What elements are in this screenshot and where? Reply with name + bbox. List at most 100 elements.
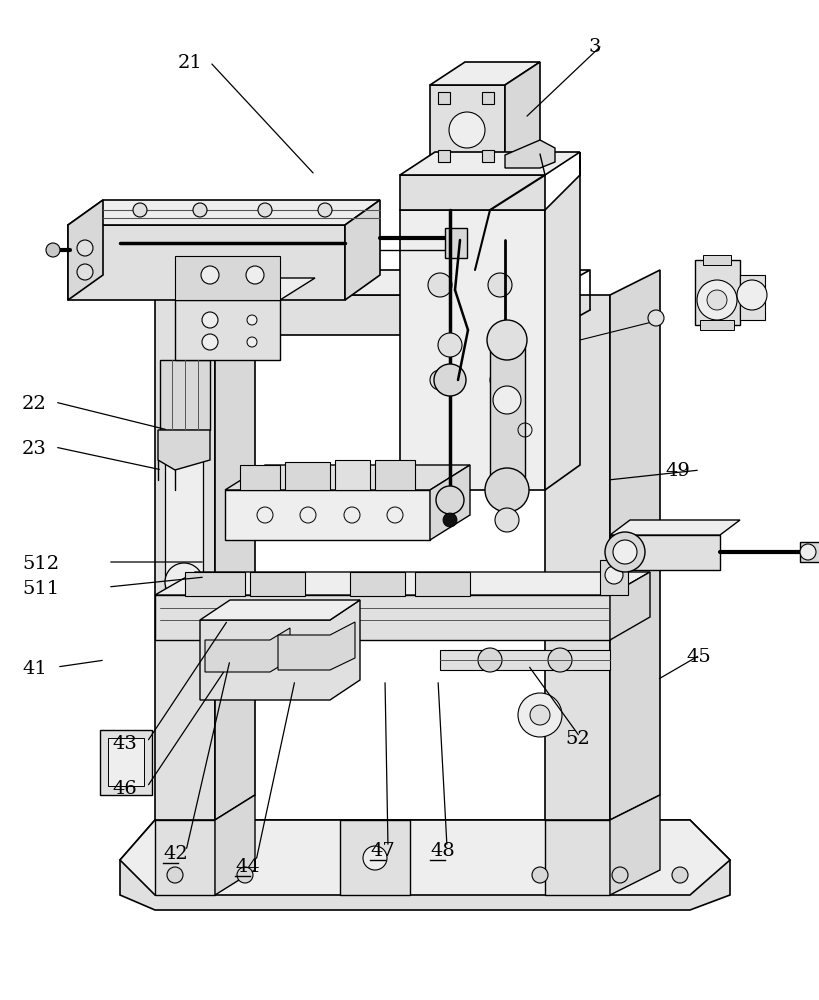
Circle shape <box>165 563 203 601</box>
Circle shape <box>247 337 257 347</box>
Circle shape <box>495 508 519 532</box>
Circle shape <box>258 203 272 217</box>
Circle shape <box>434 364 466 396</box>
Polygon shape <box>215 270 255 820</box>
Circle shape <box>648 310 664 326</box>
Circle shape <box>165 419 203 457</box>
Polygon shape <box>610 795 660 895</box>
Polygon shape <box>68 200 380 225</box>
Polygon shape <box>200 600 360 700</box>
Bar <box>482 150 494 162</box>
Polygon shape <box>120 820 730 910</box>
Bar <box>600 560 628 595</box>
Polygon shape <box>430 465 470 540</box>
Circle shape <box>133 203 147 217</box>
Text: 46: 46 <box>112 780 137 798</box>
Circle shape <box>490 370 510 390</box>
Circle shape <box>167 867 183 883</box>
Polygon shape <box>215 295 545 335</box>
Polygon shape <box>120 820 730 895</box>
Circle shape <box>430 370 450 390</box>
Text: 52: 52 <box>565 730 590 748</box>
Polygon shape <box>175 278 315 300</box>
Polygon shape <box>335 460 370 490</box>
Text: 41: 41 <box>22 660 47 678</box>
Bar <box>438 92 450 104</box>
Polygon shape <box>610 572 650 640</box>
Polygon shape <box>155 572 650 595</box>
Polygon shape <box>200 600 360 620</box>
Circle shape <box>436 486 464 514</box>
Bar <box>482 92 494 104</box>
Circle shape <box>605 566 623 584</box>
Text: 43: 43 <box>112 735 137 753</box>
Circle shape <box>800 544 816 560</box>
Polygon shape <box>610 270 660 820</box>
Circle shape <box>548 648 572 672</box>
Circle shape <box>247 315 257 325</box>
Polygon shape <box>350 572 405 596</box>
Circle shape <box>443 513 457 527</box>
Circle shape <box>201 266 219 284</box>
Polygon shape <box>68 200 103 300</box>
Text: 22: 22 <box>22 395 47 413</box>
Polygon shape <box>278 622 355 670</box>
Polygon shape <box>340 820 410 895</box>
Polygon shape <box>505 140 555 168</box>
Polygon shape <box>545 152 580 490</box>
Circle shape <box>438 333 462 357</box>
Circle shape <box>478 648 502 672</box>
Polygon shape <box>215 795 255 895</box>
Circle shape <box>697 280 737 320</box>
Circle shape <box>518 693 562 737</box>
Polygon shape <box>345 200 380 300</box>
Circle shape <box>237 867 253 883</box>
Polygon shape <box>175 256 280 300</box>
Polygon shape <box>158 430 210 470</box>
Polygon shape <box>68 225 345 300</box>
Circle shape <box>77 240 93 256</box>
Text: 42: 42 <box>163 845 188 863</box>
Polygon shape <box>400 152 580 175</box>
Circle shape <box>493 386 521 414</box>
Text: 512: 512 <box>22 555 59 573</box>
Text: 511: 511 <box>22 580 59 598</box>
Bar <box>800 542 819 562</box>
Text: 45: 45 <box>686 648 711 666</box>
Polygon shape <box>490 340 525 490</box>
Polygon shape <box>155 295 215 820</box>
Circle shape <box>363 846 387 870</box>
Circle shape <box>428 273 452 297</box>
Circle shape <box>487 320 527 360</box>
Circle shape <box>202 312 218 328</box>
Polygon shape <box>545 295 610 820</box>
Polygon shape <box>505 62 540 175</box>
Circle shape <box>488 273 512 297</box>
Circle shape <box>202 334 218 350</box>
Polygon shape <box>225 465 470 490</box>
Circle shape <box>530 705 550 725</box>
Bar <box>165 430 203 590</box>
Polygon shape <box>175 300 280 360</box>
Polygon shape <box>430 85 505 175</box>
Circle shape <box>672 867 688 883</box>
Bar <box>438 150 450 162</box>
Text: 21: 21 <box>178 54 203 72</box>
Text: 3: 3 <box>589 38 601 56</box>
Circle shape <box>449 112 485 148</box>
Polygon shape <box>250 572 305 596</box>
Circle shape <box>532 867 548 883</box>
Circle shape <box>612 867 628 883</box>
Circle shape <box>485 468 529 512</box>
Polygon shape <box>430 62 540 85</box>
Polygon shape <box>155 820 215 895</box>
Polygon shape <box>155 595 610 640</box>
Bar <box>445 228 467 258</box>
Polygon shape <box>185 572 245 596</box>
Bar <box>740 275 765 320</box>
Polygon shape <box>225 490 430 540</box>
Bar <box>700 320 734 330</box>
Polygon shape <box>375 460 415 490</box>
Bar <box>695 260 740 325</box>
Circle shape <box>193 203 207 217</box>
